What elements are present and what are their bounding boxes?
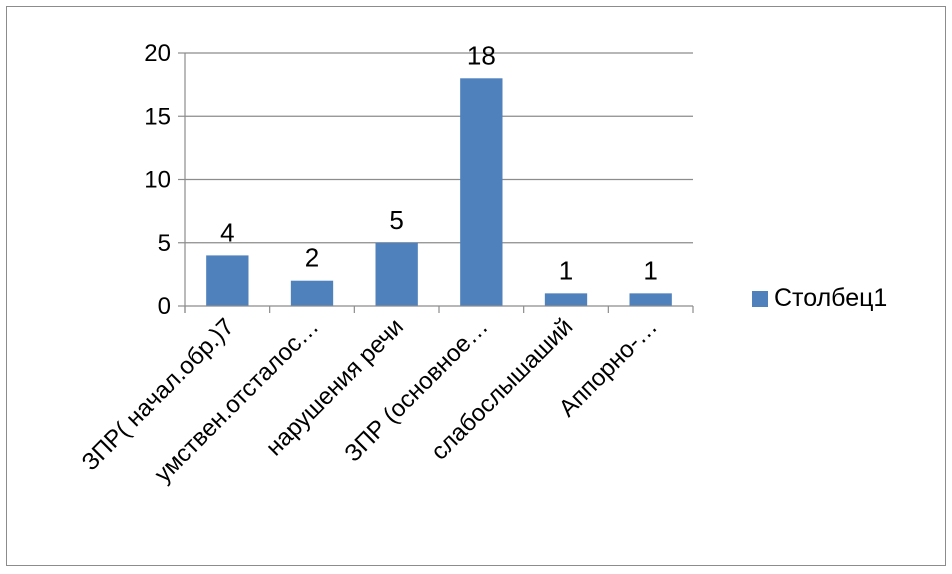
data-label: 4 [220, 217, 234, 247]
data-labels: 4 2 5 18 1 1 [220, 40, 658, 285]
legend: Столбец1 [752, 284, 887, 313]
gridlines [185, 52, 693, 244]
data-label: 1 [559, 255, 573, 285]
legend-label: Столбец1 [774, 284, 888, 312]
bar [460, 78, 503, 306]
category-label: ЗПР (основное… [339, 313, 493, 467]
category-labels: ЗПР( начал.обр.)7умствен.отсталос…наруше… [77, 313, 663, 488]
y-tick-label: 15 [144, 103, 171, 130]
category-label: ЗПР( начал.обр.)7 [77, 313, 240, 476]
legend-swatch [752, 290, 768, 307]
y-tick-label: 5 [158, 230, 171, 257]
y-tick-label: 0 [158, 293, 171, 320]
y-axis-ticks: 0 5 10 15 20 [144, 40, 171, 320]
bar [375, 242, 418, 306]
bar [629, 293, 672, 306]
data-label: 5 [389, 205, 403, 235]
data-label: 18 [467, 40, 496, 70]
bar [544, 293, 588, 306]
data-label: 2 [305, 243, 319, 273]
y-tick-label: 10 [144, 167, 171, 194]
bars [206, 78, 672, 306]
data-label: 1 [643, 255, 657, 285]
axes [178, 52, 694, 313]
y-tick-label: 20 [144, 40, 171, 67]
category-label: слабослышаший [426, 313, 578, 465]
category-label: умствен.отсталос… [149, 313, 324, 488]
bar [290, 280, 334, 306]
bar [206, 255, 249, 306]
